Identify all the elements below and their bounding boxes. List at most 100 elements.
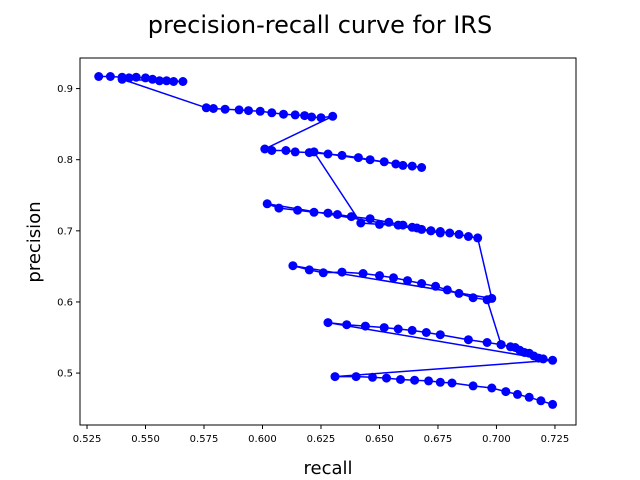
data-point xyxy=(417,279,427,288)
data-point xyxy=(447,378,457,388)
data-point xyxy=(548,399,558,409)
data-point xyxy=(244,106,253,116)
x-axis: 0.525 0.550 0.575 0.600 0.625 0.650 0.675 0.700… xyxy=(73,425,570,445)
data-point xyxy=(426,226,436,236)
data-point xyxy=(234,105,244,115)
data-point xyxy=(307,112,317,122)
x-tick-label: 0.725 xyxy=(541,434,570,445)
data-point xyxy=(393,324,403,334)
data-point xyxy=(360,321,370,331)
data-point xyxy=(513,389,522,399)
data-point xyxy=(332,210,342,219)
data-point xyxy=(351,372,361,382)
data-point xyxy=(293,205,303,215)
data-point xyxy=(375,271,384,281)
data-point xyxy=(124,73,134,83)
data-point xyxy=(412,223,422,233)
data-point xyxy=(391,159,401,169)
data-point xyxy=(148,74,157,84)
data-point xyxy=(421,328,431,337)
data-point xyxy=(536,396,546,406)
data-point xyxy=(398,160,408,170)
data-point xyxy=(169,77,179,86)
data-point xyxy=(316,113,326,123)
data-point xyxy=(288,261,298,271)
data-point xyxy=(520,348,529,357)
data-point xyxy=(141,73,150,83)
data-point xyxy=(431,281,441,291)
data-point xyxy=(403,276,412,286)
data-point xyxy=(368,372,377,382)
x-tick-label: 0.650 xyxy=(365,434,394,445)
x-tick-label: 0.550 xyxy=(131,434,160,445)
data-point xyxy=(482,295,492,305)
data-point xyxy=(501,387,511,397)
x-tick-label: 0.525 xyxy=(73,434,102,445)
data-point xyxy=(548,355,558,365)
data-point xyxy=(117,74,127,84)
y-axis: 0.5 0.6 0.7 0.8 0.9 xyxy=(57,84,80,380)
data-point xyxy=(267,108,277,118)
data-point xyxy=(281,146,291,155)
data-point xyxy=(365,214,375,224)
data-point xyxy=(178,77,188,86)
data-point xyxy=(379,323,389,333)
data-point xyxy=(162,76,172,86)
data-point xyxy=(220,104,230,114)
x-tick-label: 0.600 xyxy=(248,434,277,445)
data-point xyxy=(442,285,452,295)
data-point xyxy=(496,340,506,350)
data-point xyxy=(424,376,434,386)
data-point xyxy=(337,150,347,160)
data-point xyxy=(330,372,340,382)
data-point xyxy=(328,111,338,121)
data-point xyxy=(379,157,389,167)
data-point xyxy=(529,351,539,361)
x-axis-label: recall xyxy=(303,458,352,479)
data-point xyxy=(398,220,408,230)
data-point xyxy=(323,318,333,328)
plot-area xyxy=(94,72,558,409)
data-point xyxy=(454,288,464,298)
data-point xyxy=(463,232,473,241)
data-point xyxy=(323,149,333,159)
data-point xyxy=(435,330,445,340)
x-tick-label: 0.575 xyxy=(190,434,219,445)
data-point xyxy=(407,325,417,335)
y-tick-label: 0.8 xyxy=(57,155,73,166)
data-point xyxy=(353,153,363,163)
x-tick-label: 0.675 xyxy=(424,434,453,445)
data-point xyxy=(260,144,270,154)
data-point xyxy=(410,375,420,385)
data-point xyxy=(435,227,445,236)
data-point xyxy=(267,146,277,155)
data-point xyxy=(382,373,391,383)
axes-frame xyxy=(79,57,577,426)
y-tick-label: 0.5 xyxy=(57,369,73,380)
data-point xyxy=(346,212,356,222)
data-point xyxy=(365,155,375,165)
data-point xyxy=(342,320,352,330)
data-point xyxy=(304,265,314,275)
data-point xyxy=(473,233,483,243)
data-point xyxy=(255,106,265,116)
data-point xyxy=(309,147,319,157)
data-point xyxy=(94,72,104,81)
data-point xyxy=(274,203,284,213)
data-point xyxy=(510,343,520,352)
y-tick-label: 0.9 xyxy=(57,84,73,95)
x-tick-label: 0.625 xyxy=(307,434,336,445)
data-point xyxy=(201,103,211,113)
data-point xyxy=(538,354,548,364)
data-point xyxy=(487,383,497,393)
y-axis-label: precision xyxy=(24,201,45,282)
data-point xyxy=(524,392,534,402)
data-point xyxy=(454,229,464,239)
x-tick-label: 0.700 xyxy=(482,434,511,445)
data-point xyxy=(290,147,300,157)
data-point xyxy=(337,267,347,277)
y-tick-label: 0.7 xyxy=(57,226,73,237)
data-point xyxy=(290,110,300,120)
